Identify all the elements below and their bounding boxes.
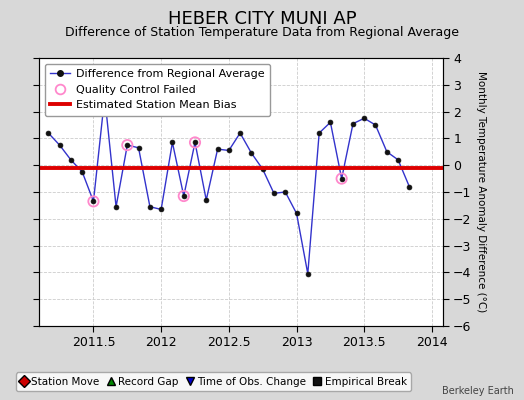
Text: Berkeley Earth: Berkeley Earth <box>442 386 514 396</box>
Point <box>89 198 97 204</box>
Point <box>337 175 346 182</box>
Point <box>191 139 199 146</box>
Y-axis label: Monthly Temperature Anomaly Difference (°C): Monthly Temperature Anomaly Difference (… <box>476 71 486 313</box>
Text: Difference of Station Temperature Data from Regional Average: Difference of Station Temperature Data f… <box>65 26 459 39</box>
Point <box>123 142 132 148</box>
Legend: Station Move, Record Gap, Time of Obs. Change, Empirical Break: Station Move, Record Gap, Time of Obs. C… <box>16 372 411 391</box>
Legend: Difference from Regional Average, Quality Control Failed, Estimated Station Mean: Difference from Regional Average, Qualit… <box>45 64 270 116</box>
Text: HEBER CITY MUNI AP: HEBER CITY MUNI AP <box>168 10 356 28</box>
Point <box>180 193 188 199</box>
